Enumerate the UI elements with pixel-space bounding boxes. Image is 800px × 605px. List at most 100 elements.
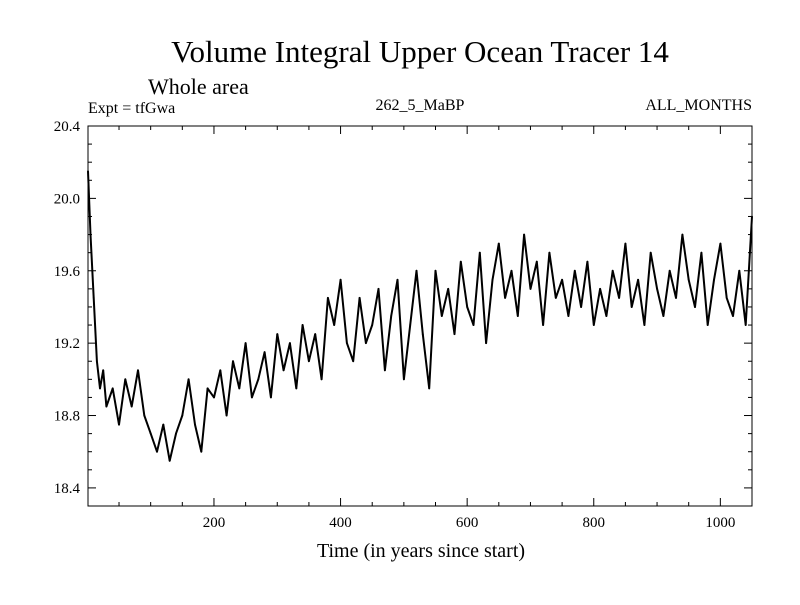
data-point: [535, 260, 538, 263]
data-point: [706, 324, 709, 326]
data-point: [156, 450, 158, 453]
data-point: [168, 459, 171, 462]
data-point: [453, 333, 456, 335]
data-point: [327, 297, 329, 299]
y-tick-label: 19.6: [54, 264, 81, 280]
y-tick-label: 18.8: [54, 409, 80, 425]
data-point: [358, 297, 361, 299]
data-point: [124, 378, 127, 381]
data-point: [301, 324, 304, 326]
data-point: [713, 278, 715, 281]
data-point: [238, 387, 241, 390]
data-point: [92, 297, 95, 299]
data-point: [694, 306, 696, 308]
data-point: [611, 269, 614, 272]
x-tick-label: 200: [203, 515, 226, 531]
x-tick-label: 600: [456, 515, 479, 531]
data-point: [681, 233, 684, 236]
x-tick-label: 800: [583, 515, 606, 531]
chart-subtitle: Whole area: [148, 74, 249, 99]
data-point: [352, 360, 355, 363]
data-point: [573, 269, 576, 272]
data-point: [415, 269, 418, 272]
data-point: [320, 378, 323, 381]
data-point: [719, 242, 722, 245]
x-axis-label: Time (in years since start): [317, 540, 525, 562]
data-point: [390, 315, 393, 317]
data-point: [118, 423, 120, 426]
data-point: [700, 251, 703, 254]
data-point: [244, 342, 247, 344]
data-point: [403, 378, 405, 381]
x-axis-ticks: 200 400 600 800 1000: [118, 126, 735, 531]
data-point: [289, 342, 291, 344]
data-point: [618, 297, 620, 299]
data-point: [314, 333, 317, 335]
y-axis-ticks: 18.4 18.8 19.2 19.6 20.0 20.4: [54, 119, 752, 497]
data-point: [308, 360, 310, 363]
data-point: [580, 306, 582, 308]
data-point: [542, 324, 544, 326]
data-point: [421, 333, 424, 335]
data-point: [251, 396, 253, 399]
data-point: [630, 306, 633, 308]
data-point: [384, 369, 386, 372]
plot-frame: [87, 125, 753, 507]
data-point: [592, 324, 595, 326]
data-point: [162, 423, 165, 426]
data-point: [751, 215, 753, 218]
data-point: [472, 324, 475, 326]
data-point: [687, 278, 690, 281]
data-point: [194, 423, 196, 426]
data-point: [206, 387, 209, 390]
data-point: [428, 387, 431, 390]
x-tick-label: 400: [329, 515, 352, 531]
data-point: [89, 233, 92, 236]
data-point: [744, 324, 747, 326]
data-point: [96, 360, 98, 363]
data-point: [649, 251, 652, 254]
data-point: [478, 251, 481, 254]
months-label: ALL_MONTHS: [645, 97, 752, 114]
data-point: [497, 242, 500, 245]
data-point: [529, 288, 532, 290]
data-point: [643, 324, 646, 326]
data-point: [187, 378, 190, 381]
data-point: [447, 288, 450, 290]
data-point: [434, 269, 437, 272]
data-point: [668, 269, 671, 272]
data-point: [102, 369, 105, 372]
data-point: [516, 315, 519, 317]
data-point: [105, 405, 108, 408]
data-point: [440, 315, 443, 317]
data-point: [181, 414, 184, 417]
data-point: [282, 369, 285, 372]
data-point: [637, 278, 639, 281]
data-point: [624, 242, 627, 245]
data-point: [276, 333, 279, 335]
data-point: [365, 342, 367, 344]
data-point: [111, 387, 114, 390]
plot-border: [87, 125, 753, 507]
data-point: [485, 342, 487, 344]
data-point: [504, 297, 506, 299]
data-point: [662, 315, 665, 317]
y-tick-label: 19.2: [54, 336, 80, 352]
data-point: [466, 306, 469, 308]
data-point: [732, 315, 734, 317]
data-point: [554, 297, 557, 299]
data-point: [99, 387, 101, 390]
data-point: [725, 297, 728, 299]
data-point: [137, 369, 139, 372]
expt-label: Expt = tfGwa: [88, 100, 175, 117]
data-point: [605, 315, 608, 317]
data-point: [656, 288, 658, 290]
series-line: [87, 171, 753, 462]
data-point: [333, 324, 336, 326]
data-point: [263, 351, 266, 354]
x-tick-label: 1000: [705, 515, 735, 531]
data-point: [523, 233, 525, 236]
data-point: [561, 278, 563, 281]
